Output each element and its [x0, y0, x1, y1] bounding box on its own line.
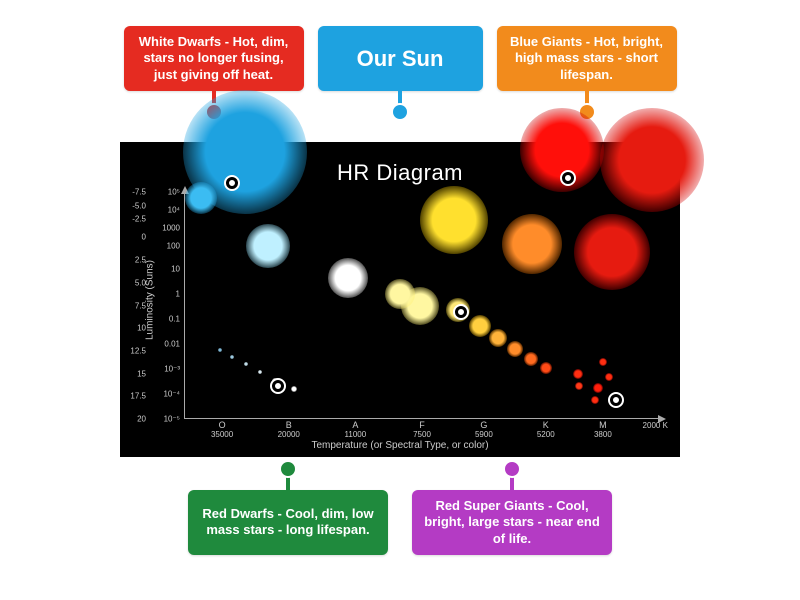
x-tick: F7500	[413, 421, 431, 439]
y-tick-inner: 10⁴	[168, 206, 180, 215]
marker-red-super-giant[interactable]	[562, 172, 574, 184]
callout-pin	[510, 474, 514, 490]
y-tick-inner: 0.1	[169, 315, 180, 324]
star	[328, 258, 368, 298]
y-tick-outer: 5.0	[135, 278, 146, 287]
y-tick-outer: 12.5	[130, 346, 146, 355]
star	[218, 348, 222, 352]
x-tick: K5200	[537, 421, 555, 439]
callout-our-sun[interactable]: Our Sun	[318, 26, 483, 91]
y-tick-outer: -7.5	[132, 188, 146, 197]
callout-blue-giants-text: Blue Giants - Hot, bright, high mass sta…	[507, 34, 667, 83]
callout-row-bottom: Red Dwarfs - Cool, dim, low mass stars -…	[0, 490, 800, 555]
x-tick: B20000	[278, 421, 300, 439]
hr-diagram-chart: HR Diagram Temperature (or Spectral Type…	[120, 142, 680, 457]
marker-white-dwarf[interactable]	[272, 380, 284, 392]
star	[593, 383, 603, 393]
callout-row-top: White Dwarfs - Hot, dim, stars no longer…	[0, 26, 800, 91]
star	[591, 396, 599, 404]
star	[420, 186, 488, 254]
y-tick-outer: 17.5	[130, 392, 146, 401]
star	[599, 358, 607, 366]
x-axis-ticks: O35000B20000A11000F7500G5900K5200M380020…	[184, 421, 660, 437]
callout-pin	[398, 91, 402, 107]
y-tick-outer: 15	[137, 369, 146, 378]
y-tick-inner: 10⁻⁵	[164, 415, 180, 424]
x-tick: G5900	[475, 421, 493, 439]
star	[291, 386, 297, 392]
callout-our-sun-text: Our Sun	[357, 45, 444, 73]
x-tick: M3800	[594, 421, 612, 439]
callout-red-dwarfs-text: Red Dwarfs - Cool, dim, low mass stars -…	[198, 506, 378, 539]
y-axis-ticks-outer: 2017.51512.5107.55.02.50-2.5-5.0-7.5	[126, 192, 146, 419]
y-tick-inner: 10⁵	[168, 188, 180, 197]
callout-red-dwarfs[interactable]: Red Dwarfs - Cool, dim, low mass stars -…	[188, 490, 388, 555]
marker-our-sun[interactable]	[455, 306, 467, 318]
star	[258, 370, 262, 374]
x-tick: A11000	[345, 421, 367, 439]
star	[489, 329, 507, 347]
y-axis-ticks-inner: 10⁻⁵10⁻⁴10⁻³0.010.1110100100010⁴10⁵	[154, 192, 180, 419]
star	[246, 224, 290, 268]
callout-pin	[286, 474, 290, 490]
marker-blue-giant[interactable]	[226, 177, 238, 189]
x-tick: O35000	[211, 421, 233, 439]
x-axis-line	[184, 418, 660, 419]
star	[600, 108, 704, 212]
callout-white-dwarfs-text: White Dwarfs - Hot, dim, stars no longer…	[134, 34, 294, 83]
y-tick-outer: 0	[142, 233, 146, 242]
x-tick: 2000 K	[643, 421, 668, 430]
star	[244, 362, 248, 366]
star	[540, 362, 552, 374]
y-axis-line	[184, 192, 185, 419]
y-tick-inner: 0.01	[164, 340, 180, 349]
star	[502, 214, 562, 274]
star	[605, 373, 613, 381]
marker-red-dwarf[interactable]	[610, 394, 622, 406]
star	[574, 214, 650, 290]
y-tick-inner: 1	[176, 290, 180, 299]
star	[469, 315, 491, 337]
callout-white-dwarfs[interactable]: White Dwarfs - Hot, dim, stars no longer…	[124, 26, 304, 91]
y-tick-outer: 7.5	[135, 301, 146, 310]
star	[185, 182, 217, 214]
x-axis-label: Temperature (or Spectral Type, or color)	[311, 440, 488, 451]
y-tick-outer: -2.5	[132, 215, 146, 224]
y-tick-inner: 10	[171, 265, 180, 274]
star	[573, 369, 583, 379]
chart-title: HR Diagram	[337, 160, 463, 186]
y-tick-outer: 2.5	[135, 256, 146, 265]
y-tick-inner: 10⁻⁴	[163, 390, 180, 399]
y-tick-outer: 10	[137, 324, 146, 333]
callout-blue-giants[interactable]: Blue Giants - Hot, bright, high mass sta…	[497, 26, 677, 91]
callout-red-super-giants-text: Red Super Giants - Cool, bright, large s…	[422, 498, 602, 547]
y-tick-outer: 20	[137, 415, 146, 424]
y-tick-inner: 1000	[162, 224, 180, 233]
star	[507, 341, 523, 357]
star	[230, 355, 234, 359]
callout-pin	[585, 91, 589, 107]
y-tick-inner: 10⁻³	[164, 365, 180, 374]
star	[575, 382, 583, 390]
y-tick-inner: 100	[167, 242, 180, 251]
star	[385, 279, 415, 309]
callout-red-super-giants[interactable]: Red Super Giants - Cool, bright, large s…	[412, 490, 612, 555]
y-tick-outer: -5.0	[132, 201, 146, 210]
star	[524, 352, 538, 366]
